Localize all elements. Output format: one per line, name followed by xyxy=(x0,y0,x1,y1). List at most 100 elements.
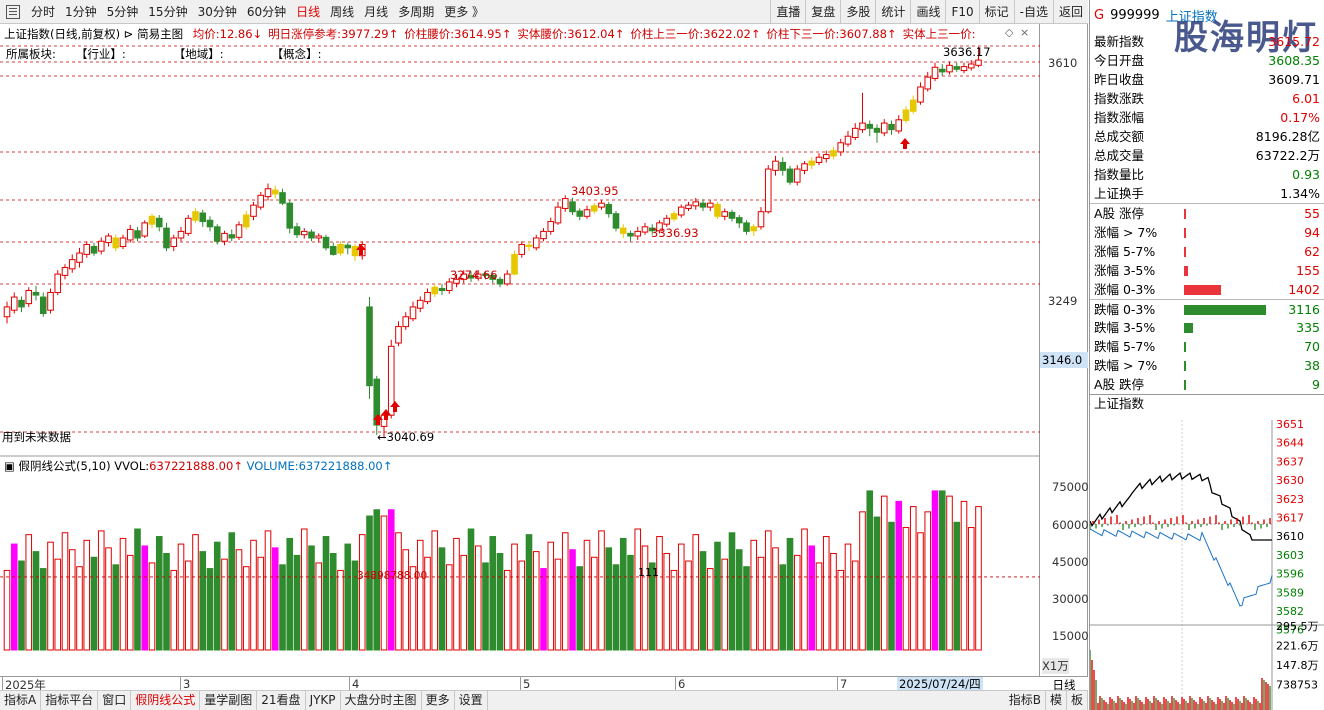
volume-bar-86 xyxy=(627,554,634,651)
sector-item-0[interactable]: 所属板块: xyxy=(6,47,56,61)
volume-bar-38 xyxy=(279,564,286,651)
volume-bar-62 xyxy=(453,537,460,651)
mini-intraday-chart[interactable]: 3651 3644 3637 3630 3623 3617 3610 3603 3596 3589… xyxy=(1090,420,1324,710)
dist-value-9: 9 xyxy=(1312,377,1320,392)
indicator-tab-right-1[interactable]: 模 xyxy=(1046,691,1067,710)
volume-bar-66 xyxy=(482,562,489,651)
indicator-tab-9[interactable]: 设置 xyxy=(455,691,488,710)
candle-body-114 xyxy=(830,150,837,157)
dist-value-0: 55 xyxy=(1304,206,1320,221)
kline-chart-area[interactable]: 上证指数(日线,前复权) ⊳ 简易主图 均价:12.86↓ 明日涨停参考:3977… xyxy=(0,24,1040,676)
candle-body-28 xyxy=(206,219,214,228)
toolbar-button-0[interactable]: 直播 xyxy=(770,0,805,24)
quote-value-0: 3615.72 xyxy=(1268,34,1320,49)
candle-body-58 xyxy=(424,291,431,303)
volume-bar-33 xyxy=(242,566,250,651)
volume-bar-31 xyxy=(228,532,236,651)
mini-axis-label-11: 3576 xyxy=(1276,624,1304,637)
candle-body-13 xyxy=(97,240,105,252)
sector-item-1[interactable]: 【行业】: xyxy=(75,47,126,61)
candle-body-67 xyxy=(489,274,497,280)
volume-bar-103 xyxy=(750,539,758,651)
mini-axis-label-6: 3610 xyxy=(1276,530,1304,543)
dist-row-4: 涨幅 0-3% 1402 xyxy=(1090,280,1324,299)
toolbar-button-7[interactable]: -自选 xyxy=(1013,0,1053,24)
watermark-logo: 股海明灯 xyxy=(1174,18,1318,58)
volume-bar-29 xyxy=(213,541,221,651)
toolbar-button-1[interactable]: 复盘 xyxy=(805,0,840,24)
volume-bar-77 xyxy=(561,532,569,651)
volume-bar-73 xyxy=(532,551,540,651)
menu-icon[interactable] xyxy=(6,4,20,19)
indicator-tab-4[interactable]: 量学副图 xyxy=(200,691,258,710)
volume-bar-80 xyxy=(583,539,591,651)
indicator-tab-7[interactable]: 大盘分时主图 xyxy=(341,691,422,710)
volume-bar-23 xyxy=(170,569,178,651)
close-icon[interactable]: × xyxy=(1020,26,1030,39)
candle-body-5 xyxy=(39,296,47,314)
volume-bar-82 xyxy=(598,530,605,651)
candle-body-104 xyxy=(757,211,765,228)
indicator-tab-1[interactable]: 指标平台 xyxy=(41,691,99,710)
period-0[interactable]: 分时 xyxy=(31,5,56,19)
period-3[interactable]: 15分钟 xyxy=(148,5,188,19)
period-1[interactable]: 1分钟 xyxy=(65,5,97,19)
candle-body-20 xyxy=(148,215,156,225)
dist-bar-9 xyxy=(1184,380,1186,390)
toolbar-button-8[interactable]: 返回 xyxy=(1052,0,1088,24)
annotation-3403: 3403.95 xyxy=(571,184,619,198)
candle-body-117 xyxy=(851,127,859,139)
mini-axis-label-1: 3644 xyxy=(1276,437,1304,450)
toolbar-button-2[interactable]: 多股 xyxy=(840,0,875,24)
expand-icon[interactable]: ◇ xyxy=(1005,26,1014,39)
volume-bar-114 xyxy=(830,552,837,651)
dist-row-3: 涨幅 3-5% 155 xyxy=(1090,261,1324,280)
toolbar-button-6[interactable]: 标记 xyxy=(978,0,1014,24)
stock-name[interactable]: 上证指数 xyxy=(1165,9,1218,25)
dist-bar-1 xyxy=(1184,228,1187,238)
indicator-label-2: 价柱腰价: xyxy=(404,27,455,41)
quote-value-1: 3608.35 xyxy=(1268,53,1320,68)
candle-body-106 xyxy=(772,160,779,171)
indicator-tab-right-0[interactable]: 指标B xyxy=(1005,691,1046,710)
period-8[interactable]: 月线 xyxy=(364,5,389,19)
volume-bar-70 xyxy=(511,543,518,651)
indicator-tab-3[interactable]: 假阴线公式 xyxy=(131,691,201,710)
quote-key-7: 指数量比 xyxy=(1094,167,1145,182)
annotation-high: 3636.17 xyxy=(943,45,991,59)
indicator-tab-6[interactable]: JYKP xyxy=(306,691,341,710)
indicator-label-1: 明日涨停参考: xyxy=(268,27,342,41)
volume-formula-icon[interactable]: ▣ xyxy=(4,459,15,473)
toolbar-button-4[interactable]: 画线 xyxy=(910,0,945,24)
candle-body-126 xyxy=(917,86,924,103)
volume-bar-64 xyxy=(467,528,475,651)
dist-key-9: A股 跌停 xyxy=(1094,377,1145,392)
mini-axis-label-9: 3589 xyxy=(1276,586,1304,599)
period-9[interactable]: 多周期 xyxy=(398,5,435,19)
indicator-tab-2[interactable]: 窗口 xyxy=(98,691,132,710)
period-10[interactable]: 更多 》 xyxy=(444,5,485,19)
indicator-label-5: 价柱下三一价: xyxy=(766,27,840,41)
period-4[interactable]: 30分钟 xyxy=(197,5,237,19)
volume-bar-108 xyxy=(786,537,794,651)
stock-code: 999999 xyxy=(1110,7,1160,23)
period-5[interactable]: 60分钟 xyxy=(246,5,287,19)
period-7[interactable]: 周线 xyxy=(330,5,355,19)
candle-body-53 xyxy=(387,345,395,416)
indicator-tab-8[interactable]: 更多 xyxy=(422,691,455,710)
indicator-tab-right-2[interactable]: 板 xyxy=(1067,691,1088,710)
chart-template[interactable]: ⊳ 简易主图 xyxy=(123,27,184,41)
period-2[interactable]: 5分钟 xyxy=(106,5,139,19)
sector-item-2[interactable]: 【地域】: xyxy=(173,47,224,61)
current-price-tag: 3146.0 xyxy=(1040,352,1088,368)
period-6[interactable]: 日线 xyxy=(296,5,321,19)
toolbar-button-3[interactable]: 统计 xyxy=(875,0,910,24)
indicator-tab-0[interactable]: 指标A xyxy=(0,691,42,710)
sector-item-3[interactable]: 【概念】: xyxy=(271,47,322,61)
dist-bar-2 xyxy=(1184,247,1186,257)
volume-bar-51 xyxy=(373,509,381,651)
toolbar-button-5[interactable]: F10 xyxy=(945,0,978,24)
candle-body-90 xyxy=(656,222,663,232)
indicator-tab-5[interactable]: 21看盘 xyxy=(257,691,306,710)
volume-bar-68 xyxy=(496,552,504,651)
